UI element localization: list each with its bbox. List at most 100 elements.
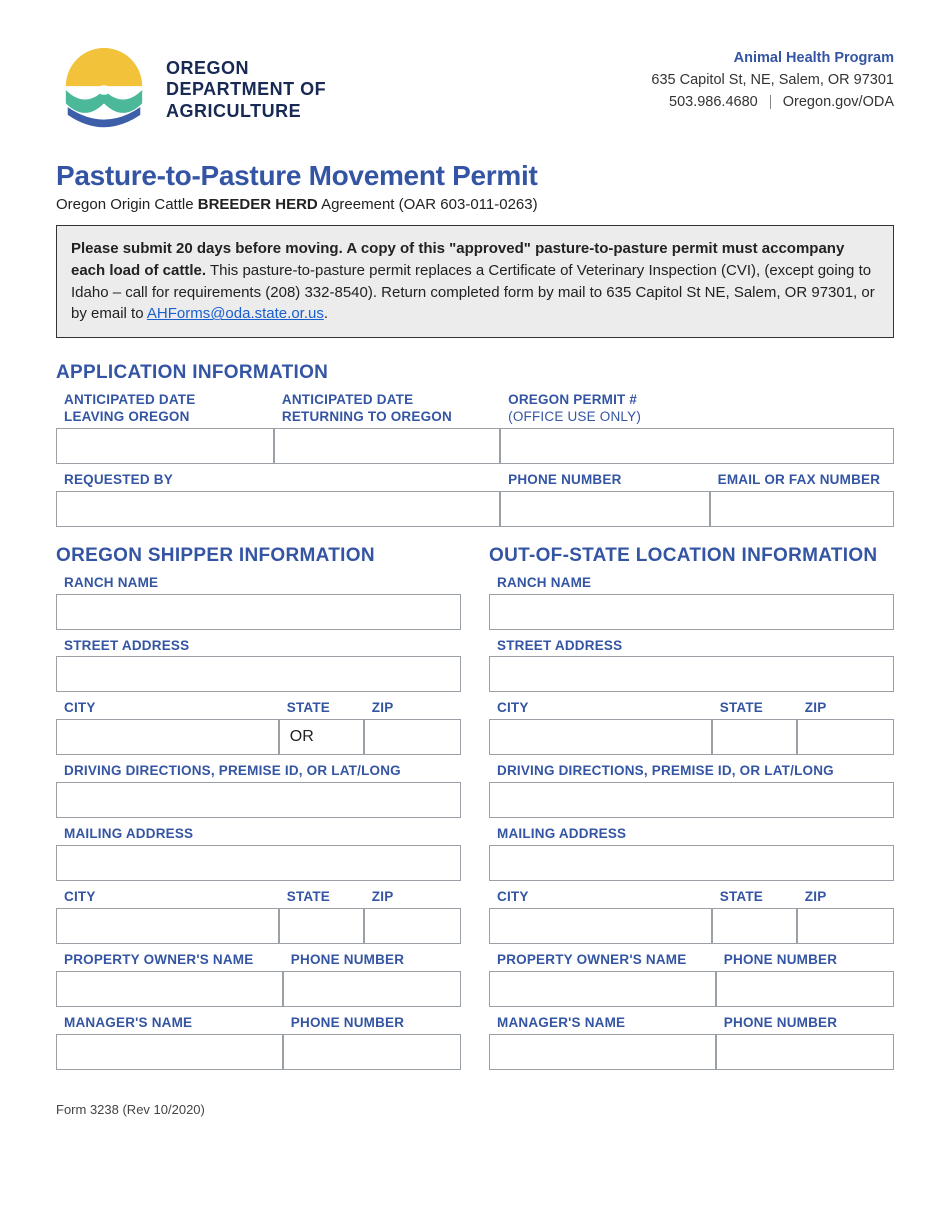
label-owner-name: PROPERTY OWNER'S NAME bbox=[56, 948, 283, 971]
input-oos-directions[interactable] bbox=[489, 782, 894, 818]
dept-line: AGRICULTURE bbox=[166, 101, 326, 123]
input-shipper-owner-phone[interactable] bbox=[283, 971, 461, 1007]
subtitle-pre: Oregon Origin Cattle bbox=[56, 196, 198, 213]
shipper-column: OREGON SHIPPER INFORMATION RANCH NAME ST… bbox=[56, 545, 461, 1074]
input-email-fax[interactable] bbox=[710, 491, 894, 527]
label-street-address: STREET ADDRESS bbox=[56, 634, 461, 657]
shipper-mail-city-row: CITY STATE ZIP bbox=[56, 885, 461, 944]
label-email-fax: EMAIL OR FAX NUMBER bbox=[710, 468, 894, 491]
input-shipper-directions[interactable] bbox=[56, 782, 461, 818]
label-zip: ZIP bbox=[364, 696, 461, 719]
input-shipper-street[interactable] bbox=[56, 656, 461, 692]
label-line: ANTICIPATED DATE bbox=[282, 392, 413, 407]
shipper-city-row: CITY STATE OR ZIP bbox=[56, 696, 461, 755]
input-oos-owner[interactable] bbox=[489, 971, 716, 1007]
label-zip: ZIP bbox=[364, 885, 461, 908]
label-line: ANTICIPATED DATE bbox=[64, 392, 195, 407]
input-permit-number[interactable] bbox=[500, 428, 894, 464]
input-shipper-manager[interactable] bbox=[56, 1034, 283, 1070]
label-street-address: STREET ADDRESS bbox=[489, 634, 894, 657]
label-ranch-name: RANCH NAME bbox=[56, 571, 461, 594]
shipper-owner-row: PROPERTY OWNER'S NAME PHONE NUMBER bbox=[56, 948, 461, 1007]
label-phone: PHONE NUMBER bbox=[283, 1011, 461, 1034]
input-oos-mail-state[interactable] bbox=[712, 908, 797, 944]
input-phone[interactable] bbox=[500, 491, 710, 527]
header-phone: 503.986.4680 bbox=[669, 94, 758, 110]
page-title: Pasture-to-Pasture Movement Permit bbox=[56, 160, 894, 192]
notice-email-link[interactable]: AHForms@oda.state.or.us bbox=[147, 305, 324, 322]
dept-line: OREGON bbox=[166, 58, 326, 80]
logo-block: OREGON DEPARTMENT OF AGRICULTURE bbox=[56, 48, 326, 132]
input-shipper-manager-phone[interactable] bbox=[283, 1034, 461, 1070]
input-oos-state[interactable] bbox=[712, 719, 797, 755]
label-date-return: ANTICIPATED DATE RETURNING TO OREGON bbox=[274, 388, 500, 428]
header-url: Oregon.gov/ODA bbox=[783, 94, 894, 110]
label-manager-name: MANAGER'S NAME bbox=[56, 1011, 283, 1034]
value-shipper-state: OR bbox=[279, 719, 364, 755]
label-zip: ZIP bbox=[797, 885, 894, 908]
oos-manager-row: MANAGER'S NAME PHONE NUMBER bbox=[489, 1011, 894, 1070]
label-permit-number: OREGON PERMIT # (Office use only) bbox=[500, 388, 894, 428]
label-mailing: MAILING ADDRESS bbox=[489, 822, 894, 845]
input-shipper-mailing[interactable] bbox=[56, 845, 461, 881]
label-line: LEAVING OREGON bbox=[64, 409, 190, 424]
header: OREGON DEPARTMENT OF AGRICULTURE Animal … bbox=[56, 48, 894, 132]
input-oos-manager-phone[interactable] bbox=[716, 1034, 894, 1070]
input-shipper-mail-city[interactable] bbox=[56, 908, 279, 944]
label-manager-name: MANAGER'S NAME bbox=[489, 1011, 716, 1034]
input-oos-mailing[interactable] bbox=[489, 845, 894, 881]
label-state: STATE bbox=[279, 885, 364, 908]
input-shipper-city[interactable] bbox=[56, 719, 279, 755]
input-oos-ranch[interactable] bbox=[489, 594, 894, 630]
header-phone-url: 503.986.4680 Oregon.gov/ODA bbox=[651, 92, 894, 114]
input-date-leaving[interactable] bbox=[56, 428, 274, 464]
input-shipper-owner[interactable] bbox=[56, 971, 283, 1007]
input-oos-street[interactable] bbox=[489, 656, 894, 692]
department-name: OREGON DEPARTMENT OF AGRICULTURE bbox=[166, 58, 326, 123]
input-shipper-ranch[interactable] bbox=[56, 594, 461, 630]
input-oos-city[interactable] bbox=[489, 719, 712, 755]
out-of-state-column: OUT-OF-STATE LOCATION INFORMATION RANCH … bbox=[489, 545, 894, 1074]
input-oos-mail-city[interactable] bbox=[489, 908, 712, 944]
section-out-of-state: OUT-OF-STATE LOCATION INFORMATION bbox=[489, 545, 894, 567]
input-oos-mail-zip[interactable] bbox=[797, 908, 894, 944]
label-city: CITY bbox=[489, 885, 712, 908]
label-zip: ZIP bbox=[797, 696, 894, 719]
label-city: CITY bbox=[56, 696, 279, 719]
input-date-return[interactable] bbox=[274, 428, 500, 464]
divider-icon bbox=[770, 95, 771, 109]
label-state: STATE bbox=[279, 696, 364, 719]
label-state: STATE bbox=[712, 696, 797, 719]
input-oos-manager[interactable] bbox=[489, 1034, 716, 1070]
notice-box: Please submit 20 days before moving. A c… bbox=[56, 225, 894, 338]
dept-line: DEPARTMENT OF bbox=[166, 79, 326, 101]
subtitle-post: Agreement (OAR 603-011-0263) bbox=[318, 196, 538, 213]
input-shipper-mail-state[interactable] bbox=[279, 908, 364, 944]
label-directions: DRIVING DIRECTIONS, PREMISE ID, OR LAT/L… bbox=[56, 759, 461, 782]
input-shipper-mail-zip[interactable] bbox=[364, 908, 461, 944]
subtitle-bold: BREEDER HERD bbox=[198, 196, 318, 213]
oos-mail-city-row: CITY STATE ZIP bbox=[489, 885, 894, 944]
footer: Form 3238 (Rev 10/2020) bbox=[56, 1102, 894, 1117]
label-line: OREGON PERMIT # bbox=[508, 392, 637, 407]
label-requested-by: REQUESTED BY bbox=[56, 468, 500, 491]
app-row-1: ANTICIPATED DATE LEAVING OREGON ANTICIPA… bbox=[56, 388, 894, 464]
header-contact: Animal Health Program 635 Capitol St, NE… bbox=[651, 48, 894, 113]
section-application-info: APPLICATION INFORMATION bbox=[56, 362, 894, 384]
header-address: 635 Capitol St, NE, Salem, OR 97301 bbox=[651, 70, 894, 92]
label-phone: PHONE NUMBER bbox=[500, 468, 710, 491]
notice-period: . bbox=[324, 305, 328, 322]
label-date-leaving: ANTICIPATED DATE LEAVING OREGON bbox=[56, 388, 274, 428]
app-row-2: REQUESTED BY PHONE NUMBER EMAIL OR FAX N… bbox=[56, 468, 894, 527]
label-ranch-name: RANCH NAME bbox=[489, 571, 894, 594]
input-requested-by[interactable] bbox=[56, 491, 500, 527]
two-column-sections: OREGON SHIPPER INFORMATION RANCH NAME ST… bbox=[56, 545, 894, 1074]
oos-city-row: CITY STATE ZIP bbox=[489, 696, 894, 755]
input-shipper-zip[interactable] bbox=[364, 719, 461, 755]
input-oos-zip[interactable] bbox=[797, 719, 894, 755]
label-phone: PHONE NUMBER bbox=[716, 948, 894, 971]
label-line: RETURNING TO OREGON bbox=[282, 409, 452, 424]
label-phone: PHONE NUMBER bbox=[716, 1011, 894, 1034]
input-oos-owner-phone[interactable] bbox=[716, 971, 894, 1007]
label-city: CITY bbox=[489, 696, 712, 719]
